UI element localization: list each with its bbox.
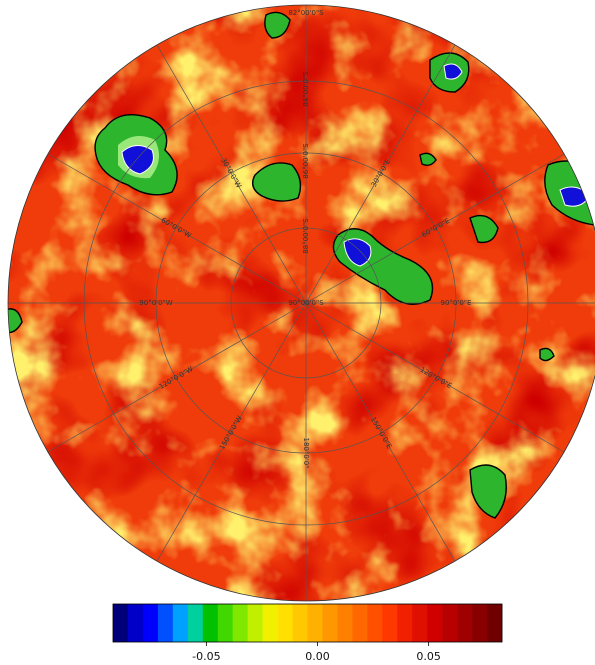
colorbar-cell [143,604,158,642]
longitude-label: 90°0'0"E [441,299,472,307]
colorbar-cell [442,604,457,642]
colorbar-cell [427,604,442,642]
latitude-label: 82°00'0"S [288,9,324,17]
colorbar: -0.05 0.00 0.05 [113,604,502,663]
colorbar-cell [128,604,143,642]
center-label: 90°00'0"S [288,299,324,307]
colorbar-cell [248,604,263,642]
colorbar-cell [113,604,128,642]
colorbar-cell [158,604,173,642]
colorbar-tick-label: -0.05 [192,650,220,663]
colorbar-cell [487,604,502,642]
colorbar-cell [457,604,472,642]
colorbar-cell [367,604,382,642]
latitude-label: 88°00'0"S [302,218,310,254]
longitude-label: 90°0'0"W [139,299,172,307]
colorbar-cell [322,604,337,642]
colorbar-cell [173,604,188,642]
colorbar-cell [278,604,293,642]
colorbar-cell [308,604,323,642]
colorbar-cell [337,604,352,642]
colorbar-cell [203,604,218,642]
latitude-label: 84°00'0"S [302,71,310,107]
colorbar-tick-label: 0.05 [416,650,441,663]
colorbar-cell [293,604,308,642]
colorbar-cell [412,604,427,642]
colorbar-cell [397,604,412,642]
colorbar-cell [218,604,233,642]
colorbar-tick-label: 0.00 [305,650,330,663]
colorbar-cell [472,604,487,642]
longitude-label: 180°0'0" [302,438,310,469]
colorbar-cell [233,604,248,642]
map-figure: 82°00'0"S 84°00'0"S 86°00'0"S 88°00'0"S 90°0… [0,0,595,665]
colorbar-cell [382,604,397,642]
colorbar-cell [352,604,367,642]
colorbar-cell [188,604,203,642]
colorbar-cell [263,604,278,642]
latitude-label: 86°00'0"S [302,143,310,179]
